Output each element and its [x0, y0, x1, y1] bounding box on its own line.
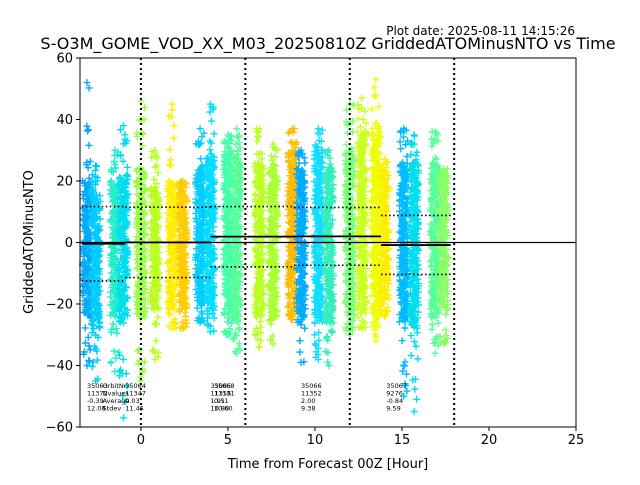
orbit-stat-2-line-0: 35064	[125, 382, 146, 390]
scatter-markers-16	[310, 125, 327, 363]
x-tick-label-20: 20	[481, 433, 498, 448]
y-axis-label: GriddedATOMinusNTO	[22, 170, 37, 314]
orbit-stat-3-line-1: 11356	[211, 390, 232, 398]
chart-title: S-O3M_GOME_VOD_XX_M03_20250810Z GriddedA…	[40, 34, 615, 54]
orbit-stat-1-line-3: Stdev	[103, 405, 122, 413]
orbit-stat-6-line-0: 35067	[386, 382, 407, 390]
scatter-markers-7	[174, 177, 191, 333]
orbit-stat-4-line-3: 10.60	[214, 405, 233, 413]
orbit-stat-5-line-3: 9.38	[301, 405, 315, 413]
scatter-strip-9	[202, 100, 219, 336]
scatter-markers-21	[376, 156, 393, 320]
scatter-strip-5	[146, 146, 163, 363]
y-tick-label-60: 60	[56, 52, 73, 67]
scatter-strip-19	[354, 94, 370, 333]
orbit-stat-4-line-2: 0.51	[214, 397, 228, 405]
orbit-stat-3-line-0: 35065	[211, 382, 232, 390]
scatter-markers-22	[395, 125, 412, 400]
scatter-strip-24	[427, 128, 443, 357]
orbit-stat-5-line-0: 35066	[301, 382, 322, 390]
axis-ticks-layer: 0 5 10 15 20 25 −60 −40 −20 0 20 40 60	[46, 52, 585, 449]
orbit-stat-2-line-3: 11.45	[125, 405, 144, 413]
orbit-stat-6-line-2: -0.84	[386, 397, 403, 405]
scatter-markers-19	[354, 94, 370, 333]
scatter-strip-11	[228, 125, 245, 357]
scatter-strip-23	[406, 131, 423, 416]
scatter-strip-22	[395, 125, 412, 400]
reference-lines-layer	[80, 58, 576, 427]
y-tick-label--60: −60	[46, 421, 73, 436]
orbit-stat-1-line-2: Average	[103, 397, 130, 405]
scatter-markers-6	[164, 100, 181, 333]
scatter-markers-12	[251, 125, 268, 351]
orbit-stat-6-line-1: 9276	[386, 390, 403, 398]
scatter-strip-21	[376, 156, 393, 320]
scatter-strip-7	[174, 177, 191, 333]
y-tick-label-0: 0	[65, 236, 73, 251]
scatter-markers-5	[146, 146, 163, 363]
y-tick-label--20: −20	[46, 298, 73, 313]
scatter-markers-24	[427, 128, 443, 357]
orbit-stat-0-line-1: 11372	[87, 390, 108, 398]
scatter-strip-8	[192, 125, 208, 326]
scatter-markers-8	[192, 125, 208, 326]
orbit-stat-4-line-1: 11131	[214, 390, 235, 398]
x-tick-label-15: 15	[394, 433, 411, 448]
scatter-strip-6	[164, 100, 181, 333]
orbit-stat-1-line-1: Nvalues	[103, 390, 130, 398]
orbit-stat-1-line-0: OrbitNr	[103, 382, 127, 390]
orbit-stat-4-line-0: 35068	[214, 382, 235, 390]
x-axis-label: Time from Forecast 00Z [Hour]	[227, 457, 429, 472]
orbit-stat-3-line-3: 10.80	[211, 405, 230, 413]
scatter-markers-3	[115, 122, 132, 422]
orbit-stat-5-line-1: 11352	[301, 390, 322, 398]
x-tick-label-0: 0	[137, 433, 145, 448]
y-tick-label--40: −40	[46, 359, 73, 374]
data-points-layer	[79, 76, 452, 422]
x-tick-label-25: 25	[568, 433, 585, 448]
scatter-markers-23	[406, 131, 423, 416]
orbit-stat-6-line-3: 9.59	[386, 405, 400, 413]
plot-date-label: Plot date: 2025-08-11 14:15:26	[386, 24, 575, 38]
orbit-stat-0-line-3: 12.08	[87, 405, 106, 413]
orbit-stat-0-line-2: -0.39	[87, 397, 104, 405]
scatter-strip-12	[251, 125, 268, 351]
orbit-stat-0-line-0: 35063	[87, 382, 108, 390]
orbit-stat-5-line-2: 2.00	[301, 397, 315, 405]
scatter-markers-11	[228, 125, 245, 357]
orbit-stat-3-line-2: 1.91	[211, 397, 225, 405]
orbit-stat-2-line-1: 11347	[125, 390, 146, 398]
y-tick-label-20: 20	[56, 175, 73, 190]
scatter-strip-16	[310, 125, 327, 363]
scatter-markers-9	[202, 100, 219, 336]
scatter-strip-3	[115, 122, 132, 422]
orbit-stat-2-line-2: 0.03	[125, 397, 139, 405]
x-tick-label-5: 5	[224, 433, 232, 448]
x-tick-label-10: 10	[307, 433, 324, 448]
y-tick-label-40: 40	[56, 113, 73, 128]
